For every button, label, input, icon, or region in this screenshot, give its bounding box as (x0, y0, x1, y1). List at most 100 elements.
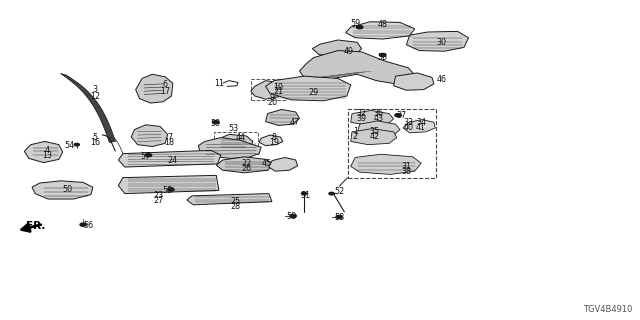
Text: 55: 55 (378, 53, 388, 62)
Text: 58: 58 (163, 186, 173, 195)
Bar (214, 132, 258, 154)
Text: 44: 44 (236, 133, 246, 142)
Circle shape (80, 223, 86, 226)
Polygon shape (357, 121, 400, 137)
Circle shape (329, 192, 334, 195)
Text: 47: 47 (289, 118, 300, 127)
Text: 58: 58 (334, 213, 344, 222)
Circle shape (356, 26, 363, 29)
Text: 43: 43 (374, 114, 384, 123)
Text: 35: 35 (369, 127, 380, 136)
Text: 57: 57 (141, 152, 151, 161)
Polygon shape (24, 141, 63, 163)
Bar (348, 109, 436, 178)
Text: 16: 16 (90, 138, 100, 147)
Polygon shape (394, 73, 434, 90)
Text: 56: 56 (83, 221, 93, 230)
Text: 48: 48 (378, 20, 388, 28)
Polygon shape (346, 22, 415, 39)
Text: 24: 24 (168, 156, 178, 164)
Text: 42: 42 (369, 132, 380, 140)
Text: 39: 39 (356, 114, 367, 123)
Polygon shape (214, 134, 253, 152)
Text: 53: 53 (228, 124, 239, 132)
Text: 31: 31 (401, 162, 412, 171)
Polygon shape (216, 157, 274, 173)
Text: 8: 8 (271, 133, 276, 142)
Circle shape (145, 154, 152, 157)
Text: 10: 10 (273, 83, 284, 92)
Text: 54: 54 (64, 141, 74, 150)
Polygon shape (61, 74, 115, 142)
Text: 2: 2 (353, 132, 358, 140)
Circle shape (290, 214, 296, 218)
Polygon shape (266, 109, 300, 125)
Text: 37: 37 (397, 111, 407, 120)
Polygon shape (259, 135, 283, 146)
Text: 58: 58 (286, 212, 296, 221)
Text: 3: 3 (92, 85, 97, 94)
Text: 34: 34 (416, 118, 426, 127)
Polygon shape (351, 110, 394, 125)
Polygon shape (403, 120, 435, 133)
Circle shape (301, 192, 307, 195)
Text: 18: 18 (164, 138, 175, 147)
Text: 40: 40 (403, 123, 413, 132)
Text: 50: 50 (62, 185, 72, 194)
Polygon shape (351, 154, 421, 174)
Polygon shape (266, 76, 351, 101)
Text: 46: 46 (436, 75, 447, 84)
Text: 19: 19 (269, 138, 279, 147)
Polygon shape (131, 125, 168, 147)
Text: 29: 29 (308, 88, 319, 97)
Text: 23: 23 (154, 191, 164, 200)
Text: 27: 27 (154, 196, 164, 205)
Text: 22: 22 (241, 159, 252, 168)
Text: FR.: FR. (26, 220, 45, 231)
Polygon shape (198, 138, 261, 158)
Text: 25: 25 (230, 197, 241, 206)
Text: 12: 12 (90, 92, 100, 100)
Circle shape (395, 114, 401, 117)
Polygon shape (351, 129, 397, 145)
Text: 17: 17 (160, 87, 170, 96)
Polygon shape (118, 150, 221, 167)
Text: 6: 6 (163, 80, 168, 89)
Circle shape (380, 53, 386, 57)
Text: 11: 11 (214, 79, 224, 88)
Text: 36: 36 (374, 109, 384, 118)
Text: 59: 59 (211, 119, 221, 128)
Polygon shape (406, 31, 468, 51)
Text: 45: 45 (262, 159, 272, 168)
Text: 49: 49 (344, 47, 354, 56)
Polygon shape (187, 194, 272, 205)
Text: 13: 13 (42, 151, 52, 160)
Text: 38: 38 (401, 167, 412, 176)
Text: 9: 9 (269, 93, 275, 102)
Text: 33: 33 (403, 118, 413, 127)
Text: 4: 4 (44, 146, 49, 155)
Circle shape (212, 121, 219, 124)
Polygon shape (312, 40, 362, 58)
Text: 52: 52 (334, 188, 344, 196)
Text: 51: 51 (301, 191, 311, 200)
Text: 7: 7 (167, 133, 172, 142)
Polygon shape (269, 157, 298, 171)
Text: 30: 30 (436, 38, 447, 47)
Text: 28: 28 (230, 202, 241, 211)
Circle shape (74, 143, 79, 146)
Polygon shape (136, 74, 173, 103)
Text: 21: 21 (273, 87, 284, 96)
Text: 41: 41 (416, 123, 426, 132)
Text: 20: 20 (267, 98, 277, 107)
Polygon shape (300, 51, 416, 84)
Text: 1: 1 (353, 127, 358, 136)
Bar (251, 79, 286, 100)
Circle shape (168, 188, 174, 191)
Polygon shape (118, 175, 219, 194)
Polygon shape (32, 181, 93, 199)
Circle shape (336, 215, 342, 219)
Text: 32: 32 (356, 109, 367, 118)
Text: 59: 59 (350, 19, 360, 28)
Text: 26: 26 (241, 164, 252, 172)
